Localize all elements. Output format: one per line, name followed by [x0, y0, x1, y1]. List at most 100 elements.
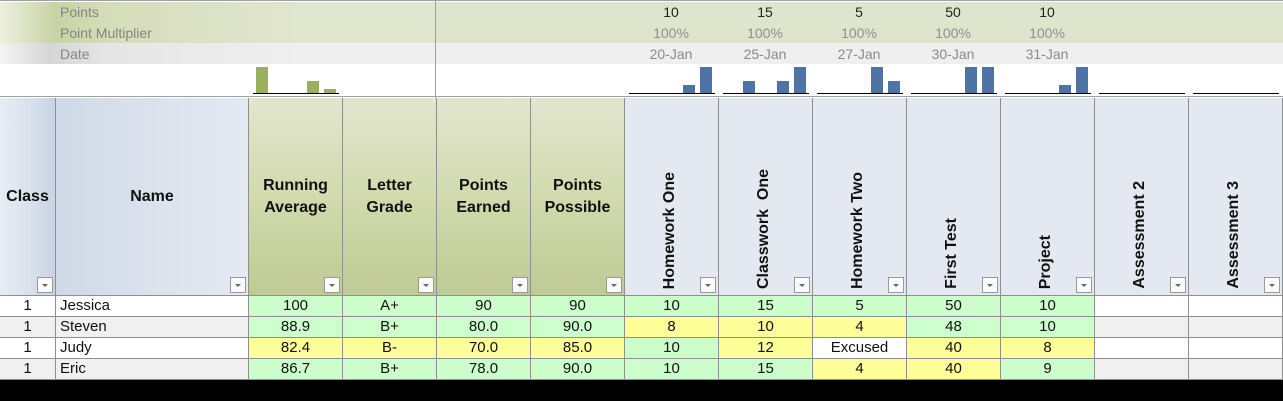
class-cell[interactable]: 1	[0, 359, 56, 380]
score-cell[interactable]: Excused	[813, 338, 907, 359]
points-earned-cell[interactable]: 78.0	[437, 359, 531, 380]
score-cell[interactable]: 4	[813, 359, 907, 380]
score-cell[interactable]: 48	[907, 317, 1001, 338]
header-points-earned[interactable]: Points Earned	[437, 98, 531, 296]
student-row: 1 Eric 86.7 B+ 78.0 90.0 10 15 4 40 9	[0, 359, 1283, 380]
score-cell[interactable]: 10	[625, 296, 719, 317]
score-cell[interactable]: 15	[719, 296, 813, 317]
assignment-sparkline	[813, 64, 907, 97]
filter-dropdown-icon[interactable]	[700, 277, 716, 293]
header-assignment-4[interactable]: First Test	[907, 98, 1001, 296]
score-cell[interactable]: 40	[907, 359, 1001, 380]
sparkline-bar	[777, 81, 790, 93]
class-cell[interactable]: 1	[0, 338, 56, 359]
point-multiplier-label: Point Multiplier	[60, 25, 152, 41]
filter-dropdown-icon[interactable]	[230, 277, 246, 293]
filter-dropdown-icon[interactable]	[324, 277, 340, 293]
name-cell[interactable]: Judy	[56, 338, 249, 359]
letter-grade-cell[interactable]: B+	[343, 359, 437, 380]
assignment-date-value: 31-Jan	[1025, 46, 1069, 62]
sparkline-bar	[255, 67, 268, 93]
score-cell[interactable]: 15	[719, 359, 813, 380]
score-cell[interactable]: 40	[907, 338, 1001, 359]
points-earned-cell[interactable]: 70.0	[437, 338, 531, 359]
score-cell[interactable]: 8	[625, 317, 719, 338]
points-label: Points	[60, 4, 99, 20]
date-label: Date	[60, 46, 90, 62]
score-cell[interactable]: 10	[625, 338, 719, 359]
assignment-points-value: 50	[945, 4, 961, 20]
score-cell[interactable]	[1189, 338, 1283, 359]
header-letter-grade[interactable]: Letter Grade	[343, 98, 437, 296]
letter-grade-cell[interactable]: B+	[343, 317, 437, 338]
class-cell[interactable]: 1	[0, 296, 56, 317]
score-cell[interactable]: 12	[719, 338, 813, 359]
sparkline-bar	[982, 67, 995, 93]
header-assignment-5[interactable]: Project	[1001, 98, 1095, 296]
sparkline-bar	[888, 81, 901, 93]
points-possible-cell[interactable]: 90.0	[531, 317, 625, 338]
score-cell[interactable]	[1095, 317, 1189, 338]
header-class[interactable]: Class	[0, 98, 56, 296]
header-assignment-3[interactable]: Homework Two	[813, 98, 907, 296]
score-cell[interactable]	[1189, 317, 1283, 338]
header-points-possible[interactable]: Points Possible	[531, 98, 625, 296]
running-average-cell[interactable]: 88.9	[249, 317, 343, 338]
header-assignment-6[interactable]: Assessment 2	[1095, 98, 1189, 296]
filter-dropdown-icon[interactable]	[982, 277, 998, 293]
points-possible-cell[interactable]: 85.0	[531, 338, 625, 359]
score-cell[interactable]	[1189, 296, 1283, 317]
filter-dropdown-icon[interactable]	[512, 277, 528, 293]
points-possible-cell[interactable]: 90.0	[531, 359, 625, 380]
sparkline-bar	[700, 67, 713, 93]
filter-dropdown-icon[interactable]	[418, 277, 434, 293]
points-earned-cell[interactable]: 80.0	[437, 317, 531, 338]
score-cell[interactable]: 9	[1001, 359, 1095, 380]
name-cell[interactable]: Eric	[56, 359, 249, 380]
running-average-cell[interactable]: 86.7	[249, 359, 343, 380]
score-cell[interactable]: 4	[813, 317, 907, 338]
filter-dropdown-icon[interactable]	[606, 277, 622, 293]
name-cell[interactable]: Jessica	[56, 296, 249, 317]
header-assignment-2[interactable]: Classwork One	[719, 98, 813, 296]
score-cell[interactable]: 8	[1001, 338, 1095, 359]
score-cell[interactable]: 5	[813, 296, 907, 317]
sparkline-bar	[307, 81, 320, 93]
running-average-cell[interactable]: 82.4	[249, 338, 343, 359]
score-cell[interactable]	[1095, 338, 1189, 359]
header-name[interactable]: Name	[56, 98, 249, 296]
sparkline-bar	[1076, 67, 1089, 93]
filter-dropdown-icon[interactable]	[1264, 277, 1280, 293]
score-cell[interactable]: 10	[1001, 296, 1095, 317]
assignment-multiplier-value: 100%	[653, 25, 689, 41]
assignment-points-value: 10	[1039, 4, 1055, 20]
score-cell[interactable]	[1189, 359, 1283, 380]
header-running-average[interactable]: Running Average	[249, 98, 343, 296]
header-assignment-7[interactable]: Assessment 3	[1189, 98, 1283, 296]
points-earned-cell[interactable]: 90	[437, 296, 531, 317]
assignment-meta-area: Points Point Multiplier Date 10 100% 20-Ja…	[0, 0, 1283, 65]
score-cell[interactable]: 10	[625, 359, 719, 380]
name-cell[interactable]: Steven	[56, 317, 249, 338]
letter-grade-cell[interactable]: A+	[343, 296, 437, 317]
assignment-sparkline	[1189, 64, 1283, 97]
filter-dropdown-icon[interactable]	[1170, 277, 1186, 293]
sparkline-bar	[871, 67, 884, 93]
assignment-points-value: 10	[663, 4, 679, 20]
filter-dropdown-icon[interactable]	[888, 277, 904, 293]
score-cell[interactable]	[1095, 359, 1189, 380]
filter-dropdown-icon[interactable]	[1076, 277, 1092, 293]
score-cell[interactable]: 10	[719, 317, 813, 338]
filter-dropdown-icon[interactable]	[794, 277, 810, 293]
student-row: 1 Judy 82.4 B- 70.0 85.0 10 12 Excused 40 8	[0, 338, 1283, 359]
score-cell[interactable]	[1095, 296, 1189, 317]
header-assignment-1[interactable]: Homework One	[625, 98, 719, 296]
letter-grade-cell[interactable]: B-	[343, 338, 437, 359]
assignment-multiplier-value: 100%	[841, 25, 877, 41]
score-cell[interactable]: 50	[907, 296, 1001, 317]
score-cell[interactable]: 10	[1001, 317, 1095, 338]
class-cell[interactable]: 1	[0, 317, 56, 338]
running-average-cell[interactable]: 100	[249, 296, 343, 317]
points-possible-cell[interactable]: 90	[531, 296, 625, 317]
filter-dropdown-icon[interactable]	[37, 277, 53, 293]
